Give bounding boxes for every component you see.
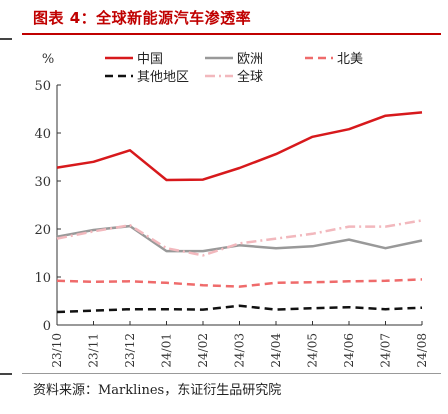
title-rule [22,33,441,35]
y-tick-label: 30 [34,175,51,190]
x-tick-label: 24/08 [415,333,429,368]
series-line-1 [56,224,423,253]
x-tick-label: 24/02 [196,333,210,368]
x-tick-label: 24/05 [306,333,320,368]
legend-label-3: 其他地区 [137,70,189,85]
left-edge-rule-top [0,38,12,40]
y-tick-label: 40 [34,127,51,142]
y-axis-unit-label: % [42,52,54,67]
series-line-2 [56,278,423,288]
series-line-0 [56,111,423,182]
legend-label-1: 欧洲 [237,52,263,67]
x-tick-label: 24/07 [379,333,393,368]
legend-label-4: 全球 [237,69,263,85]
x-tick-label: 23/11 [87,333,101,368]
x-tick-label: 24/06 [342,333,356,368]
x-tick-label: 23/10 [50,333,64,368]
series-line-4 [56,219,423,257]
source-note: 资料来源：Marklines，东证衍生品研究院 [33,383,282,398]
x-tick-label: 24/04 [269,333,283,368]
x-tick-label: 23/12 [123,333,137,368]
bottom-rule [22,373,441,374]
x-tick-label: 24/01 [160,333,174,368]
x-tick-label: 24/03 [233,333,247,368]
series-layer [56,111,423,314]
y-tick-label: 20 [34,223,51,238]
y-tick-label: 50 [34,79,51,94]
y-tick-label: 0 [43,319,51,334]
figure-title: 图表 4：全球新能源汽车渗透率 [33,9,252,27]
axes: % 0 10 20 30 40 50 23/10 23/11 23/12 24/01 24/02 24/… [34,52,429,368]
y-tick-label: 10 [34,271,51,286]
series-line-3 [56,304,423,314]
left-edge-rule-bottom [0,373,12,375]
legend-label-0: 中国 [137,52,163,67]
legend-label-2: 北美 [337,52,363,67]
